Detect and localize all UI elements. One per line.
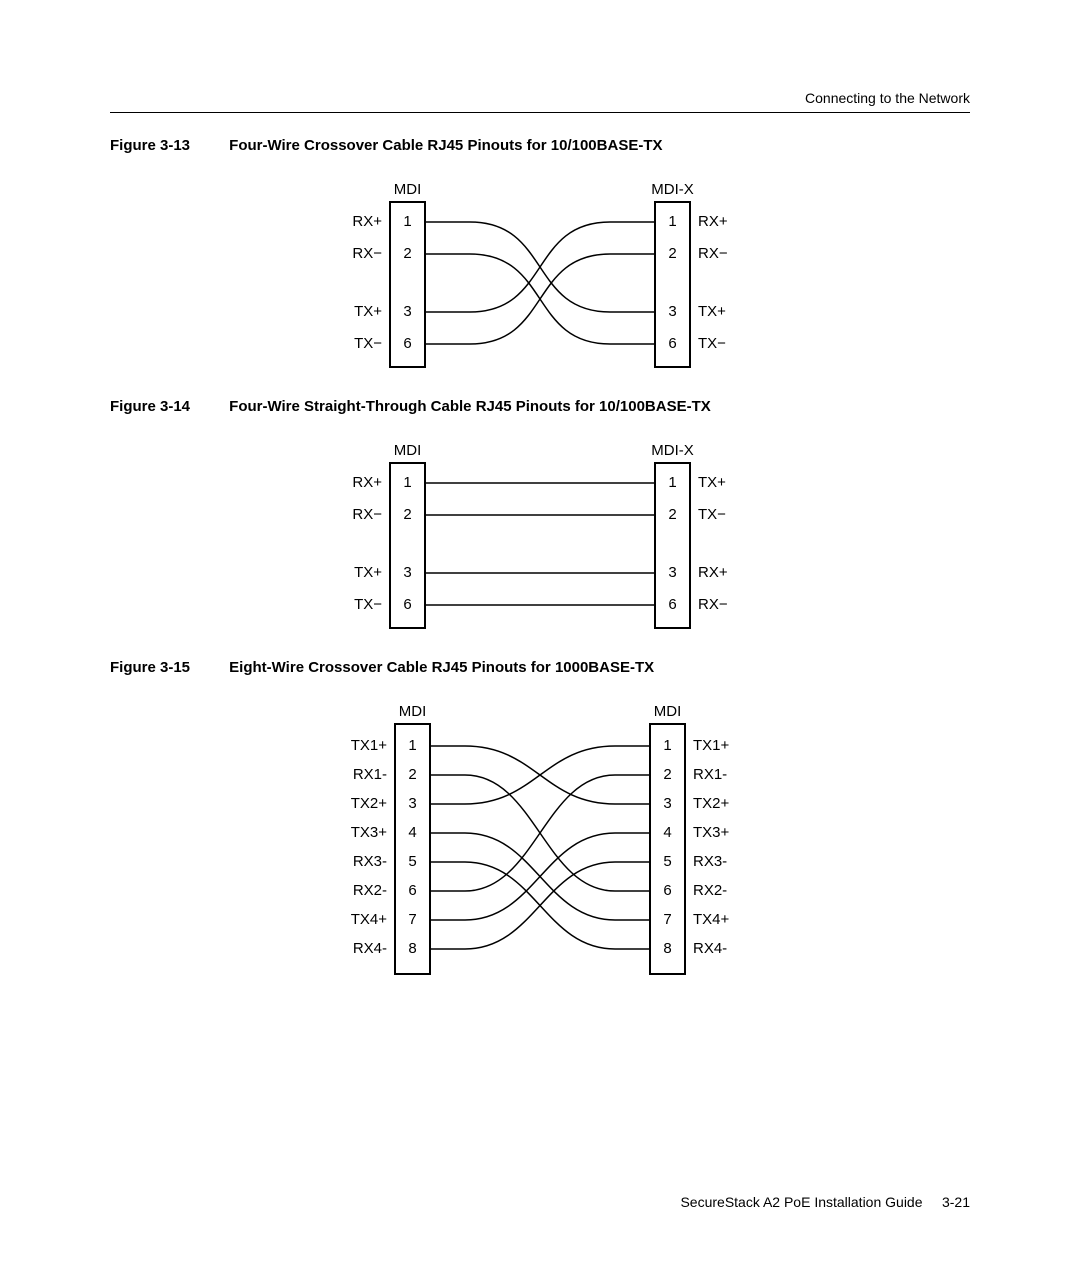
svg-text:TX+: TX+ (354, 303, 382, 320)
document-page: Connecting to the Network Figure 3-13 Fo… (0, 0, 1080, 1270)
svg-text:TX1+: TX1+ (351, 737, 388, 754)
svg-text:8: 8 (663, 940, 671, 957)
wiring-svg: MDIMDI-XRX+1RX−2TX+3TX−61RX+2RX−3TX+6TX− (325, 172, 755, 372)
svg-text:7: 7 (408, 911, 416, 928)
svg-text:RX+: RX+ (352, 213, 382, 230)
svg-text:TX2+: TX2+ (693, 795, 730, 812)
figure-number: Figure 3-14 (110, 398, 225, 415)
svg-text:3: 3 (668, 564, 676, 581)
svg-text:1: 1 (663, 737, 671, 754)
svg-text:2: 2 (668, 245, 676, 262)
figure-caption-3-15: Figure 3-15 Eight-Wire Crossover Cable R… (110, 659, 970, 676)
svg-text:TX3+: TX3+ (351, 824, 388, 841)
svg-text:MDI-X: MDI-X (651, 442, 694, 459)
section-header: Connecting to the Network (110, 90, 970, 106)
svg-text:3: 3 (663, 795, 671, 812)
svg-text:5: 5 (408, 853, 416, 870)
svg-text:RX2-: RX2- (693, 882, 727, 899)
svg-text:TX4+: TX4+ (351, 911, 388, 928)
footer-page-number: 3-21 (942, 1194, 970, 1210)
svg-text:4: 4 (663, 824, 671, 841)
svg-text:RX1-: RX1- (693, 766, 727, 783)
wiring-diagram-3-14: MDI MDI-X RX+ 1 RX− 2 TX+ 3 TX− 6 1 TX+ 2 TX− 3 RX+ 6 RX− (325, 433, 755, 633)
wiring-diagram-3-13: MDIMDI-XRX+1RX−2TX+3TX−61RX+2RX−3TX+6TX− (325, 172, 755, 372)
wiring-svg: MDI MDI TX1+ 1 RX1- 2 TX2+ 3 TX3+ 4 RX3- 5 RX2- 6 TX4+… (325, 694, 755, 979)
svg-text:3: 3 (408, 795, 416, 812)
svg-text:RX1-: RX1- (353, 766, 387, 783)
wiring-diagram-3-15: MDI MDI TX1+ 1 RX1- 2 TX2+ 3 TX3+ 4 RX3- 5 RX2- 6 TX4+… (325, 694, 755, 979)
svg-text:RX−: RX− (352, 506, 382, 523)
svg-text:RX2-: RX2- (353, 882, 387, 899)
svg-text:RX4-: RX4- (693, 940, 727, 957)
svg-text:3: 3 (403, 303, 411, 320)
svg-text:1: 1 (403, 474, 411, 491)
svg-text:6: 6 (403, 335, 411, 352)
svg-text:8: 8 (408, 940, 416, 957)
svg-text:TX+: TX+ (354, 564, 382, 581)
svg-text:RX−: RX− (698, 245, 728, 262)
svg-text:TX−: TX− (698, 335, 726, 352)
page-footer: SecureStack A2 PoE Installation Guide 3-… (680, 1194, 970, 1210)
svg-text:TX−: TX− (698, 506, 726, 523)
svg-text:2: 2 (668, 506, 676, 523)
svg-text:7: 7 (663, 911, 671, 928)
svg-text:TX2+: TX2+ (351, 795, 388, 812)
svg-text:MDI: MDI (394, 442, 422, 459)
svg-text:6: 6 (668, 335, 676, 352)
svg-text:MDI: MDI (394, 181, 422, 198)
svg-text:2: 2 (408, 766, 416, 783)
svg-text:3: 3 (668, 303, 676, 320)
svg-text:2: 2 (663, 766, 671, 783)
figure-title: Four-Wire Crossover Cable RJ45 Pinouts f… (229, 137, 662, 154)
svg-text:MDI: MDI (654, 703, 682, 720)
svg-text:MDI-X: MDI-X (651, 181, 694, 198)
figure-caption-3-14: Figure 3-14 Four-Wire Straight-Through C… (110, 398, 970, 415)
svg-text:2: 2 (403, 245, 411, 262)
svg-text:TX4+: TX4+ (693, 911, 730, 928)
svg-text:2: 2 (403, 506, 411, 523)
footer-guide-name: SecureStack A2 PoE Installation Guide (680, 1194, 922, 1210)
figure-title: Eight-Wire Crossover Cable RJ45 Pinouts … (229, 659, 654, 676)
svg-text:MDI: MDI (399, 703, 427, 720)
header-rule (110, 112, 970, 113)
svg-text:TX−: TX− (354, 596, 382, 613)
svg-text:1: 1 (668, 474, 676, 491)
figure-number: Figure 3-13 (110, 137, 225, 154)
svg-text:4: 4 (408, 824, 416, 841)
figure-title: Four-Wire Straight-Through Cable RJ45 Pi… (229, 398, 711, 415)
svg-text:RX−: RX− (698, 596, 728, 613)
svg-text:RX−: RX− (352, 245, 382, 262)
svg-text:1: 1 (408, 737, 416, 754)
svg-text:RX4-: RX4- (353, 940, 387, 957)
svg-text:RX+: RX+ (698, 564, 728, 581)
svg-text:5: 5 (663, 853, 671, 870)
svg-text:RX+: RX+ (698, 213, 728, 230)
wiring-svg: MDI MDI-X RX+ 1 RX− 2 TX+ 3 TX− 6 1 TX+ 2 TX− 3 RX+ 6 RX− (325, 433, 755, 633)
svg-text:TX+: TX+ (698, 474, 726, 491)
svg-text:TX+: TX+ (698, 303, 726, 320)
svg-text:TX3+: TX3+ (693, 824, 730, 841)
svg-text:RX3-: RX3- (353, 853, 387, 870)
svg-text:TX1+: TX1+ (693, 737, 730, 754)
svg-text:3: 3 (403, 564, 411, 581)
svg-text:TX−: TX− (354, 335, 382, 352)
svg-text:1: 1 (403, 213, 411, 230)
figure-number: Figure 3-15 (110, 659, 225, 676)
svg-text:RX3-: RX3- (693, 853, 727, 870)
svg-text:RX+: RX+ (352, 474, 382, 491)
svg-text:6: 6 (668, 596, 676, 613)
svg-text:6: 6 (408, 882, 416, 899)
svg-text:1: 1 (668, 213, 676, 230)
figure-caption-3-13: Figure 3-13 Four-Wire Crossover Cable RJ… (110, 137, 970, 154)
svg-text:6: 6 (663, 882, 671, 899)
svg-text:6: 6 (403, 596, 411, 613)
